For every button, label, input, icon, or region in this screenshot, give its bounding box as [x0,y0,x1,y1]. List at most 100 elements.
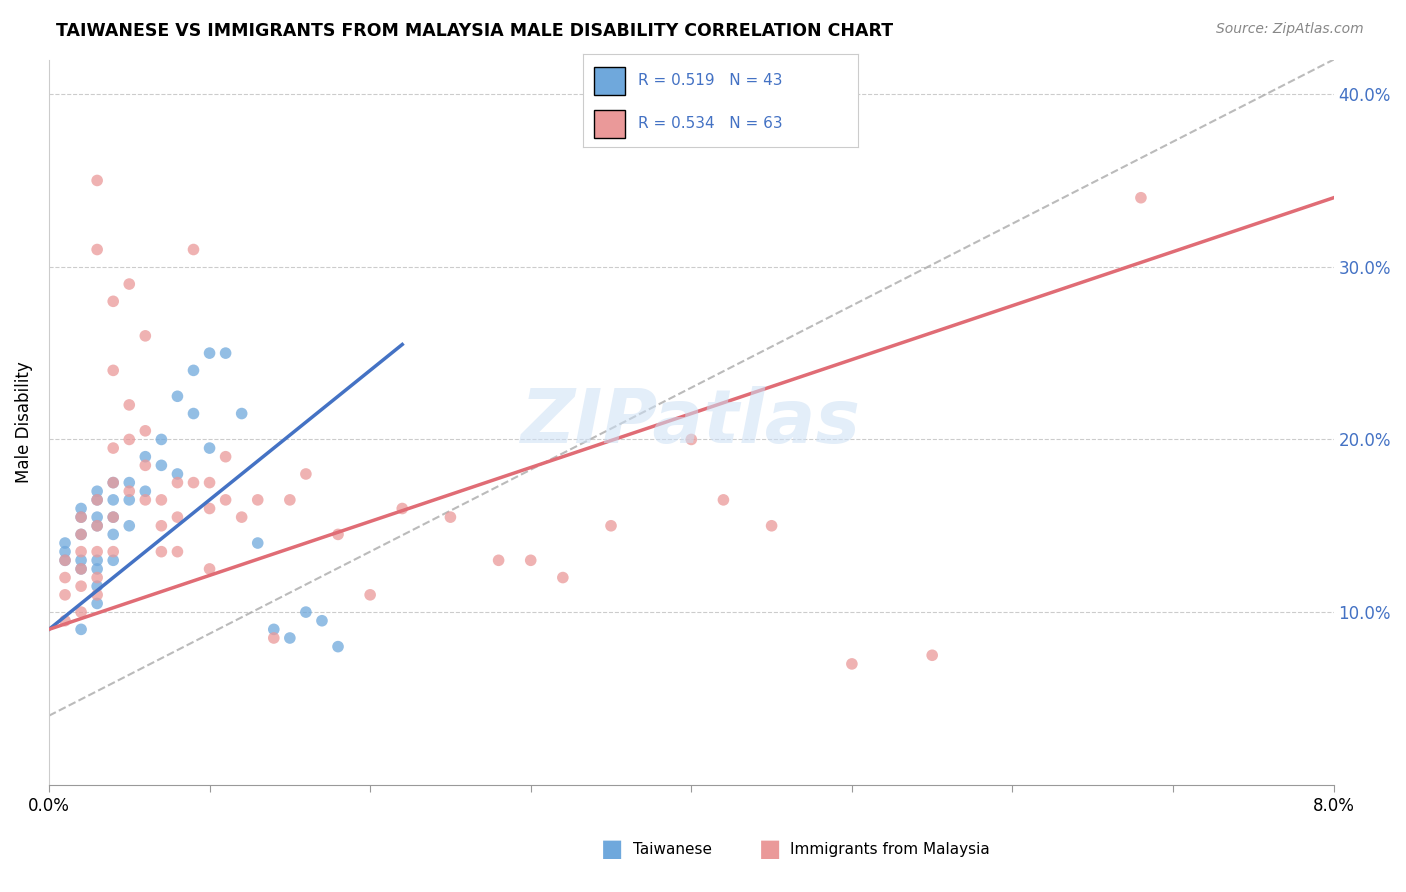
Point [214,450,236,464]
Point [1129,191,1152,205]
Point [246,492,269,507]
Point [86,597,108,611]
Point [118,518,141,533]
Point [166,544,188,558]
Point [118,398,141,412]
Point [198,441,221,455]
Point [103,441,125,455]
Point [70,605,93,619]
Point [841,657,863,671]
Point [103,553,125,567]
Point [86,588,108,602]
Point [263,631,285,645]
Point [103,294,125,309]
Point [103,363,125,377]
Text: Taiwanese: Taiwanese [633,842,711,856]
Point [198,346,221,360]
Point [118,475,141,490]
Point [86,579,108,593]
Point [246,536,269,550]
Point [134,329,156,343]
Point [70,579,93,593]
Point [326,527,349,541]
Point [183,475,205,490]
Point [231,407,253,421]
Point [70,544,93,558]
Point [86,544,108,558]
Point [70,562,93,576]
Point [150,433,173,447]
Text: Source: ZipAtlas.com: Source: ZipAtlas.com [1216,22,1364,37]
Point [311,614,333,628]
Point [118,277,141,291]
Point [86,484,108,499]
Point [70,553,93,567]
Text: ■: ■ [600,838,623,861]
Point [53,536,76,550]
FancyBboxPatch shape [595,110,624,138]
Point [439,510,461,524]
Point [166,510,188,524]
Point [166,467,188,481]
Point [103,475,125,490]
Point [103,527,125,541]
Point [53,614,76,628]
Point [70,623,93,637]
Text: TAIWANESE VS IMMIGRANTS FROM MALAYSIA MALE DISABILITY CORRELATION CHART: TAIWANESE VS IMMIGRANTS FROM MALAYSIA MA… [56,22,893,40]
Point [86,562,108,576]
Point [53,588,76,602]
Point [519,553,541,567]
Point [183,363,205,377]
Point [70,527,93,541]
Point [150,458,173,473]
Text: R = 0.519   N = 43: R = 0.519 N = 43 [638,73,783,88]
Point [198,562,221,576]
Point [134,484,156,499]
Point [86,492,108,507]
Point [761,518,783,533]
Point [198,501,221,516]
Point [134,450,156,464]
Text: R = 0.534   N = 63: R = 0.534 N = 63 [638,116,783,131]
Point [134,424,156,438]
Point [70,501,93,516]
Point [183,407,205,421]
Point [391,501,413,516]
Point [70,510,93,524]
Point [214,346,236,360]
Point [551,570,574,584]
Point [681,433,703,447]
Point [326,640,349,654]
Point [183,243,205,257]
Point [86,553,108,567]
Point [488,553,510,567]
Point [103,510,125,524]
Point [214,492,236,507]
Text: ■: ■ [759,838,782,861]
Point [118,433,141,447]
Point [198,475,221,490]
Point [118,484,141,499]
Point [70,510,93,524]
Point [53,544,76,558]
Point [359,588,381,602]
Point [166,475,188,490]
Point [86,518,108,533]
Point [150,492,173,507]
Point [103,492,125,507]
Point [231,510,253,524]
Point [150,544,173,558]
Point [86,518,108,533]
Point [134,492,156,507]
Point [118,492,141,507]
Point [70,562,93,576]
Point [600,518,623,533]
Point [295,605,318,619]
Point [53,570,76,584]
Point [278,492,301,507]
Point [103,510,125,524]
Point [86,492,108,507]
FancyBboxPatch shape [595,67,624,95]
Point [103,475,125,490]
Point [103,544,125,558]
